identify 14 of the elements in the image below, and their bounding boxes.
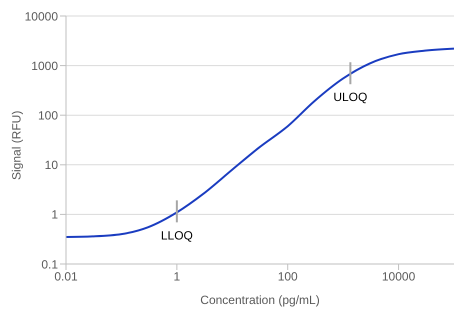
y-tick-label: 1 bbox=[51, 208, 58, 222]
y-tick-label: 100 bbox=[38, 108, 58, 122]
y-tick-label: 10000 bbox=[24, 9, 58, 24]
y-tick-label: 0.1 bbox=[41, 257, 58, 272]
y-tick-label: 1000 bbox=[31, 58, 58, 73]
x-tick-label: 1 bbox=[174, 270, 181, 284]
x-tick-label: 100 bbox=[278, 270, 298, 284]
x-tick-label: 0.01 bbox=[54, 270, 78, 284]
annotation: LLOQ bbox=[160, 228, 193, 242]
y-axis-title: Signal (RFU) bbox=[9, 110, 24, 180]
x-axis-title: Concentration (pg/mL) bbox=[200, 293, 320, 307]
y-tick-label: 10 bbox=[44, 158, 58, 172]
x-tick-label: 10000 bbox=[382, 270, 416, 284]
annotation: ULOQ bbox=[333, 90, 368, 104]
